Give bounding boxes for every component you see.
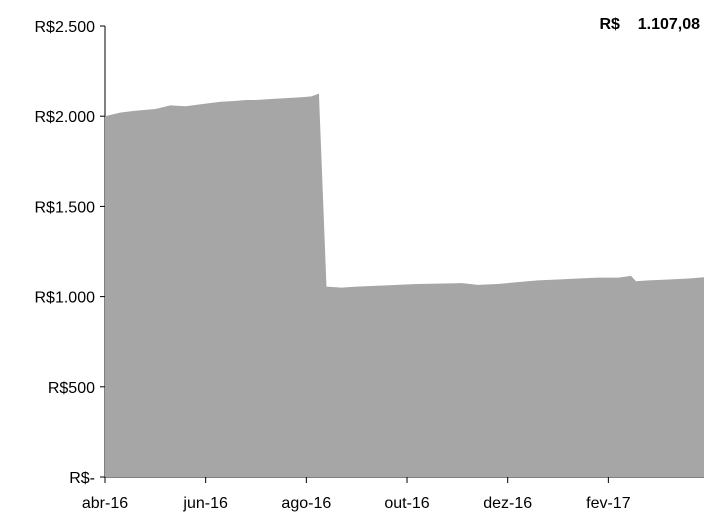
plot-area (105, 93, 704, 478)
x-tick-label: abr-16 (82, 495, 128, 512)
x-tick-label: out-16 (384, 495, 429, 512)
y-tick-label: R$500 (48, 380, 95, 397)
x-tick-label: jun-16 (182, 495, 228, 512)
annotation-value: 1.107,08 (637, 16, 700, 33)
annotation-currency: R$ (599, 16, 620, 33)
y-tick-label: R$2.000 (35, 109, 96, 126)
area-series-0 (105, 93, 704, 478)
x-axis: abr-16 jun-16 ago-16 out-16 dez-16 fev-17 (82, 476, 704, 512)
x-tick-label: dez-16 (483, 495, 532, 512)
x-tick-label: fev-17 (586, 495, 631, 512)
y-tick-label: R$2.500 (35, 19, 96, 36)
y-tick-label: R$1.500 (35, 199, 96, 216)
x-tick-label: ago-16 (281, 495, 331, 512)
y-axis: R$- R$500 R$1.000 R$1.500 R$2.000 R$2.500 (35, 19, 106, 487)
y-tick-label: R$- (69, 470, 95, 487)
y-tick-label: R$1.000 (35, 290, 96, 307)
latest-value-annotation: R$ 1.107,08 (599, 16, 700, 34)
